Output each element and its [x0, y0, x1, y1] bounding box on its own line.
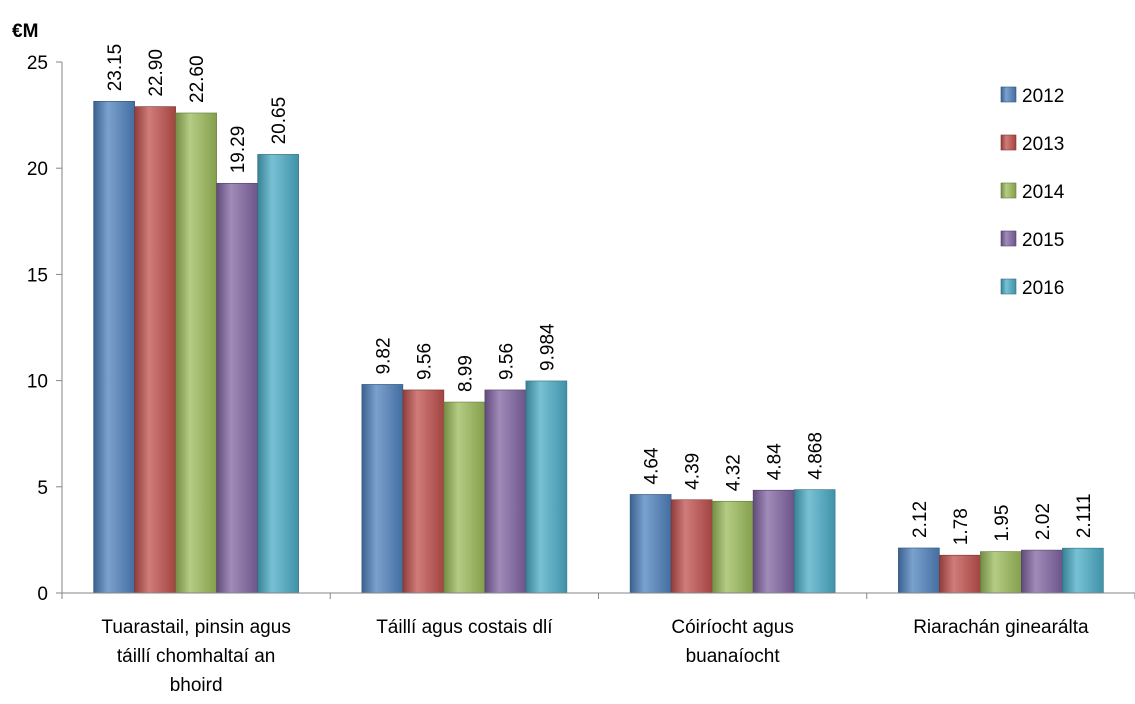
bar-2016-1 — [525, 380, 568, 594]
data-label-2014-2: 4.32 — [724, 454, 745, 491]
legend-swatch-2012 — [1000, 86, 1017, 103]
bars-layer — [93, 100, 1104, 594]
legend-swatch-2013 — [1000, 134, 1017, 151]
y-tick-label: 5 — [37, 478, 48, 499]
category-label: Tuarastail, pinsin agus táillí chomhaltaí… — [101, 617, 290, 696]
bar-2016-0 — [257, 154, 299, 594]
bar-2012-0 — [93, 100, 135, 594]
data-label-2015-1: 9.56 — [496, 343, 517, 380]
legend-label-2016: 2016 — [1022, 278, 1064, 299]
y-tick-label: 0 — [37, 584, 48, 605]
data-label-2016-2: 4.868 — [806, 432, 827, 480]
bar-2016-3 — [1062, 547, 1104, 594]
y-axis-unit-label: €M — [12, 21, 38, 42]
data-label-2012-1: 9.82 — [373, 337, 394, 374]
data-label-2013-3: 1.78 — [951, 508, 972, 545]
data-label-2014-3: 1.95 — [992, 505, 1013, 542]
bar-2012-3 — [898, 547, 940, 594]
legend-label-2013: 2013 — [1022, 134, 1064, 155]
y-tick-label: 25 — [27, 53, 48, 74]
legend-swatch-2015 — [1000, 230, 1017, 247]
legend-label-2012: 2012 — [1022, 86, 1064, 107]
legend: 2012 2013 2014 2015 2016 — [1000, 86, 1065, 299]
bar-2013-2 — [670, 499, 713, 594]
bar-2012-1 — [361, 384, 404, 594]
bar-2014-2 — [711, 500, 754, 594]
bar-2015-1 — [484, 389, 527, 594]
bar-2013-0 — [134, 106, 176, 594]
data-label-2016-3: 2.111 — [1074, 493, 1095, 538]
bar-2013-3 — [939, 554, 981, 594]
data-label-2012-0: 23.15 — [105, 44, 126, 92]
y-tick-label: 15 — [27, 265, 48, 286]
legend-label-2015: 2015 — [1022, 230, 1064, 251]
data-label-2016-0: 20.65 — [269, 97, 290, 145]
data-label-2015-3: 2.02 — [1033, 503, 1054, 540]
bar-2014-0 — [175, 112, 217, 594]
data-label-2014-1: 8.99 — [455, 355, 476, 392]
data-label-2012-2: 4.64 — [642, 447, 663, 484]
legend-swatch-2016 — [1000, 278, 1017, 295]
category-label: Cóiríocht agus buanaíocht — [671, 617, 794, 667]
data-label-2014-0: 22.60 — [187, 55, 208, 103]
y-tick-label: 10 — [27, 372, 48, 393]
data-label-2012-3: 2.12 — [910, 501, 931, 538]
y-tick-label: 20 — [27, 159, 48, 180]
bar-2016-2 — [793, 489, 836, 594]
category-label: Táillí agus costais dlí — [376, 617, 553, 638]
data-label-2013-2: 4.39 — [683, 453, 704, 490]
bar-2015-3 — [1021, 549, 1063, 594]
legend-swatch-2014 — [1000, 182, 1017, 199]
data-labels-layer: 23.15 22.90 22.60 19.29 20.65 9.82 9.56 8.99 9.5… — [105, 44, 1095, 545]
legend-label-2014: 2014 — [1022, 182, 1065, 203]
data-label-2015-0: 19.29 — [228, 126, 249, 174]
category-label: Riarachán ginearálta — [913, 617, 1089, 638]
bar-2014-3 — [980, 551, 1022, 594]
bar-2015-2 — [752, 489, 795, 594]
data-label-2013-1: 9.56 — [414, 343, 435, 380]
bar-2013-1 — [402, 389, 445, 594]
data-label-2015-2: 4.84 — [765, 443, 786, 480]
bar-2012-2 — [629, 494, 672, 594]
data-label-2016-1: 9.984 — [537, 323, 558, 371]
bar-2014-1 — [443, 401, 486, 594]
bar-2015-0 — [216, 182, 258, 594]
axes-layer: €M 0 5 10 15 20 25 Tuarastail, pinsin agus táil… — [12, 21, 1135, 696]
data-label-2013-0: 22.90 — [146, 49, 167, 97]
